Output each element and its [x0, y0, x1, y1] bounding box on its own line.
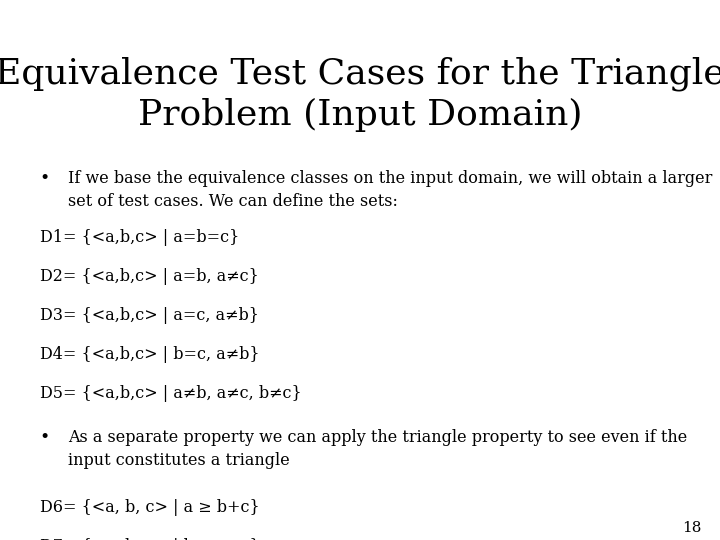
Text: 18: 18: [683, 521, 702, 535]
Text: As a separate property we can apply the triangle property to see even if the
inp: As a separate property we can apply the …: [68, 429, 688, 469]
Text: Equivalence Test Cases for the Triangle
Problem (Input Domain): Equivalence Test Cases for the Triangle …: [0, 57, 720, 132]
Text: If we base the equivalence classes on the input domain, we will obtain a larger
: If we base the equivalence classes on th…: [68, 170, 713, 210]
Text: D5= {<a,b,c> | a≠b, a≠c, b≠c}: D5= {<a,b,c> | a≠b, a≠c, b≠c}: [40, 385, 302, 402]
Text: D7= {<a, b, c> | b ≥ a+c}: D7= {<a, b, c> | b ≥ a+c}: [40, 538, 259, 540]
Text: D2= {<a,b,c> | a=b, a≠c}: D2= {<a,b,c> | a=b, a≠c}: [40, 268, 258, 285]
Text: •: •: [40, 170, 50, 187]
Text: D6= {<a, b, c> | a ≥ b+c}: D6= {<a, b, c> | a ≥ b+c}: [40, 500, 259, 516]
Text: D1= {<a,b,c> | a=b=c}: D1= {<a,b,c> | a=b=c}: [40, 230, 239, 246]
Text: D3= {<a,b,c> | a=c, a≠b}: D3= {<a,b,c> | a=c, a≠b}: [40, 307, 258, 324]
Text: •: •: [40, 429, 50, 446]
Text: D4= {<a,b,c> | b=c, a≠b}: D4= {<a,b,c> | b=c, a≠b}: [40, 346, 259, 363]
